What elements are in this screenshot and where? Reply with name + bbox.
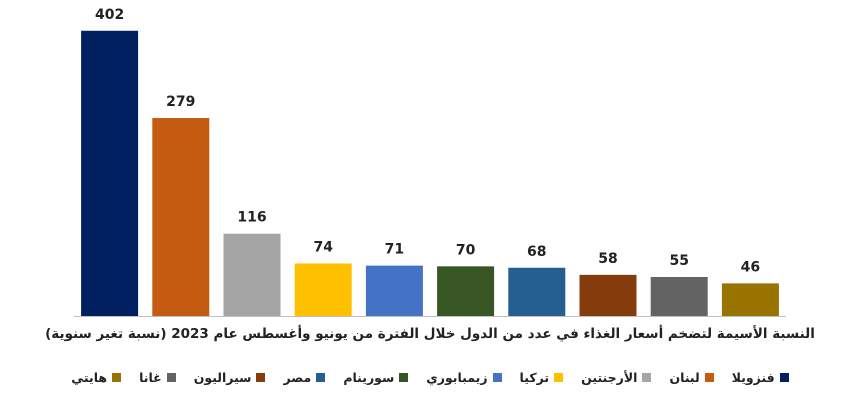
bar-4 <box>294 263 352 316</box>
bar-8 <box>579 274 637 316</box>
bar-5 <box>365 265 423 316</box>
value-labels-group: 402 279 116 74 71 70 68 58 55 46 <box>95 7 760 276</box>
legend-swatch <box>554 373 564 382</box>
legend-item: هايتي <box>71 370 122 385</box>
legend-swatch <box>166 373 176 382</box>
legend-label: لبنان <box>669 370 700 385</box>
value-label-9: 55 <box>669 253 688 269</box>
bar-1 <box>81 30 139 317</box>
legend-swatch <box>492 373 502 382</box>
bar-7 <box>508 267 566 316</box>
legend-label: تركيا <box>519 370 550 385</box>
bar-chart: 402 279 116 74 71 70 68 58 55 46 <box>74 7 786 317</box>
legend-swatch <box>112 373 122 382</box>
value-label-5: 71 <box>385 242 404 258</box>
bar-9 <box>650 276 708 316</box>
legend-swatch <box>399 373 409 382</box>
legend-label: غانا <box>139 370 162 385</box>
value-label-7: 68 <box>527 244 546 260</box>
bar-6 <box>437 266 495 316</box>
bar-2 <box>152 118 210 317</box>
legend-item: الأرجنتين <box>581 370 652 385</box>
legend-item: فنزويلا <box>732 370 789 385</box>
legend-item: تركيا <box>520 370 564 385</box>
legend-swatch <box>704 373 714 382</box>
legend-swatch <box>642 373 652 382</box>
legend-item: غانا <box>139 370 176 385</box>
legend-item: لبنان <box>669 370 714 385</box>
legend-label: هايتي <box>71 370 108 385</box>
legend-label: فنزويلا <box>731 370 775 385</box>
bars-group <box>81 30 779 317</box>
legend-swatch <box>316 373 326 382</box>
value-label-10: 46 <box>741 259 760 275</box>
legend-item: سورينام <box>343 370 409 385</box>
legend: فنزويلا لبنان الأرجنتين تركيا زيمبابوري سورين… <box>0 370 860 385</box>
legend-label: مصر <box>283 370 312 385</box>
bar-3 <box>223 233 281 316</box>
legend-label: سورينام <box>343 370 395 385</box>
value-label-8: 58 <box>598 251 617 267</box>
legend-item: سيراليون <box>194 370 266 385</box>
value-label-3: 116 <box>237 210 266 226</box>
value-label-2: 279 <box>166 94 195 110</box>
legend-label: الأرجنتين <box>581 370 638 385</box>
chart-title: النسبة الأسيمة لتضخم أسعار الغذاء في عدد… <box>45 326 815 342</box>
legend-item: مصر <box>283 370 326 385</box>
bar-10 <box>721 283 779 316</box>
value-label-4: 74 <box>313 239 333 255</box>
legend-label: زيمبابوري <box>426 370 488 385</box>
legend-swatch <box>779 373 789 382</box>
legend-item: زيمبابوري <box>426 370 502 385</box>
legend-label: سيراليون <box>193 370 252 385</box>
legend-swatch <box>256 373 266 382</box>
value-label-6: 70 <box>456 242 476 258</box>
value-label-1: 402 <box>95 7 124 23</box>
